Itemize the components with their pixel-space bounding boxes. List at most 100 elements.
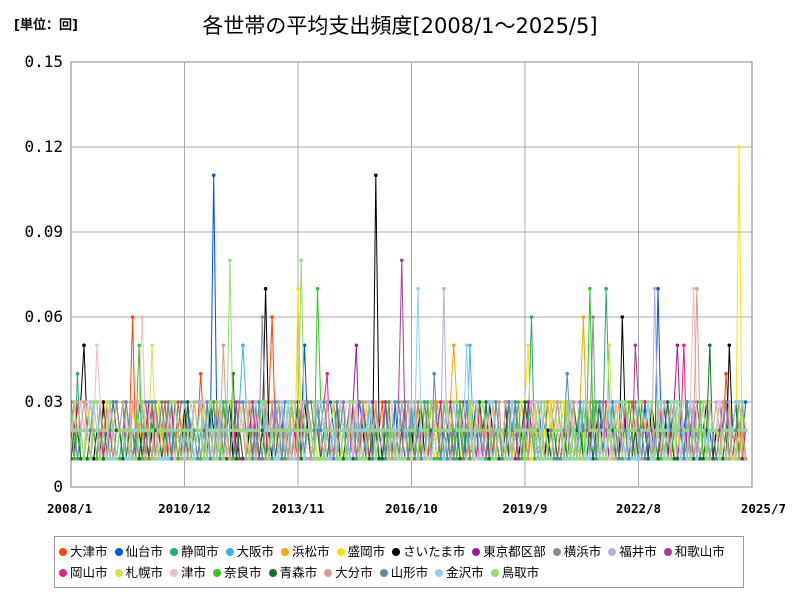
legend-marker-icon: [379, 568, 388, 577]
data-point: [75, 456, 80, 461]
data-point: [636, 456, 641, 461]
data-point: [539, 400, 543, 404]
legend-label: 岡山市: [70, 565, 108, 580]
data-point: [678, 456, 683, 461]
data-point: [549, 428, 553, 433]
data-point: [75, 400, 80, 404]
data-point: [218, 400, 222, 404]
data-point: [639, 456, 644, 461]
legend-label: 札幌市: [125, 565, 164, 580]
data-point: [610, 428, 615, 433]
data-point: [380, 400, 385, 404]
data-point: [523, 400, 527, 404]
data-point: [234, 428, 239, 433]
data-point: [296, 428, 300, 433]
data-point: [555, 428, 560, 433]
data-point: [727, 428, 732, 433]
data-point: [724, 371, 728, 376]
data-point: [422, 456, 427, 461]
data-point: [348, 428, 352, 433]
data-point: [419, 428, 424, 433]
data-point: [221, 456, 226, 461]
data-point: [552, 428, 556, 433]
data-point: [591, 315, 595, 319]
data-point: [581, 456, 586, 461]
legend-marker-icon: [281, 547, 290, 556]
data-point: [643, 456, 647, 461]
data-point: [331, 428, 336, 433]
data-point: [241, 400, 245, 404]
data-point: [455, 400, 459, 404]
data-point: [636, 428, 641, 433]
data-point: [341, 456, 346, 461]
data-point: [740, 456, 745, 461]
data-point: [627, 456, 631, 461]
data-point: [189, 456, 193, 461]
data-point: [280, 456, 284, 461]
data-point: [468, 400, 472, 404]
data-point: [549, 400, 553, 404]
data-point: [591, 428, 595, 433]
data-point: [250, 428, 255, 433]
data-point: [91, 428, 96, 433]
data-point: [137, 428, 141, 433]
data-point: [695, 428, 699, 433]
data-point: [124, 428, 128, 433]
data-point: [695, 400, 699, 404]
data-point: [565, 371, 569, 376]
data-point: [322, 400, 326, 404]
data-point: [176, 400, 180, 404]
data-point: [140, 400, 145, 404]
data-point: [289, 400, 294, 404]
data-point: [72, 456, 76, 461]
data-point: [584, 456, 589, 461]
data-point: [406, 400, 411, 404]
data-point: [575, 428, 579, 433]
data-point: [153, 428, 158, 433]
data-point: [393, 428, 398, 433]
data-point: [247, 456, 252, 461]
data-point: [185, 456, 190, 461]
data-point: [568, 400, 573, 404]
data-point: [536, 428, 540, 433]
data-point: [130, 400, 135, 404]
data-point: [198, 400, 203, 404]
data-point: [390, 456, 394, 461]
data-point: [455, 428, 459, 433]
data-point: [237, 400, 242, 404]
data-point: [150, 428, 154, 433]
data-point: [331, 456, 336, 461]
data-point: [208, 428, 213, 433]
data-point: [659, 428, 663, 433]
data-point: [289, 428, 294, 433]
data-point: [639, 400, 644, 404]
data-point: [396, 456, 401, 461]
data-point: [429, 400, 433, 404]
data-point: [510, 400, 514, 404]
data-point: [364, 428, 368, 433]
legend-item: 静岡市: [170, 541, 219, 562]
data-point: [370, 428, 375, 433]
data-point: [78, 400, 83, 404]
data-point: [581, 400, 586, 404]
data-point: [383, 400, 388, 404]
data-point: [623, 456, 628, 461]
legend-marker-icon: [114, 568, 123, 577]
data-point: [160, 456, 164, 461]
data-point: [312, 456, 317, 461]
data-point: [445, 428, 450, 433]
data-point: [169, 456, 174, 461]
data-point: [734, 456, 738, 461]
data-point: [143, 428, 148, 433]
data-point: [176, 456, 180, 461]
legend-label: 奈良市: [224, 565, 262, 580]
data-point: [202, 400, 206, 404]
data-point: [208, 456, 213, 461]
y-tick-label: 0.09: [24, 222, 63, 241]
data-point: [542, 400, 547, 404]
data-point: [387, 456, 391, 461]
data-point: [137, 400, 141, 404]
data-point: [737, 428, 741, 433]
data-point: [425, 456, 430, 461]
data-point: [448, 428, 453, 433]
